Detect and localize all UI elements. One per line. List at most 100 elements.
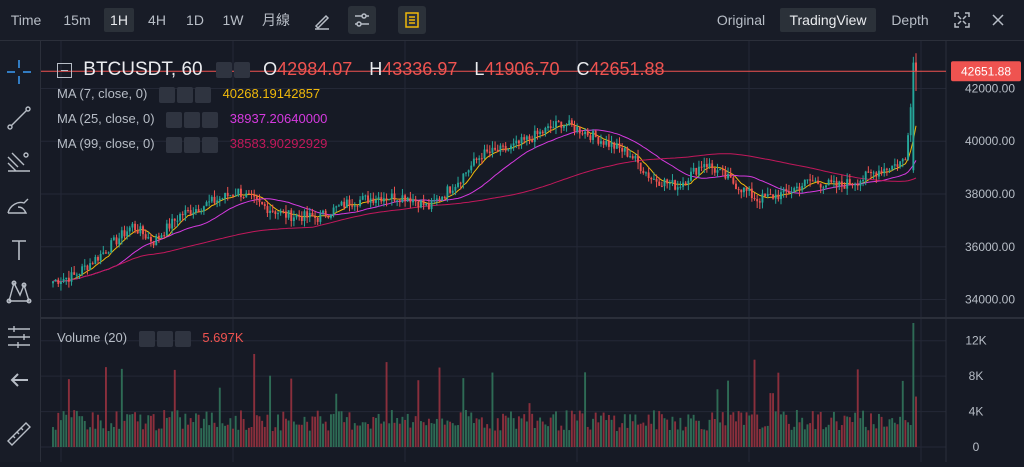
volume-bar	[610, 419, 613, 447]
interval-1w[interactable]: 1W	[222, 12, 244, 28]
interval-time[interactable]: Time	[10, 12, 42, 28]
candle-body	[671, 180, 674, 184]
eye-icon[interactable]	[158, 86, 175, 103]
volume-bar	[274, 427, 277, 447]
volume-bar	[398, 423, 401, 447]
eye-icon[interactable]	[166, 111, 183, 128]
candle-body	[194, 209, 197, 213]
candle-body	[99, 254, 102, 261]
candle-body	[361, 196, 364, 200]
volume-bar	[316, 410, 319, 447]
volume-bar	[269, 375, 272, 447]
volume-bar	[732, 412, 735, 447]
volume-bar	[128, 414, 131, 447]
candle-body	[801, 185, 804, 191]
candle-body	[258, 198, 261, 202]
volume-bar	[716, 389, 719, 447]
volume-bar	[504, 415, 507, 447]
volume-bar	[687, 414, 690, 447]
order-list-icon[interactable]	[398, 6, 426, 34]
gear-icon[interactable]	[233, 61, 250, 78]
volume-bar	[520, 418, 523, 447]
chart-area[interactable]: 42000.00 40000.00 38000.00 36000.00 34000.00…	[41, 41, 1024, 462]
volume-bar	[909, 425, 912, 447]
volume-bar	[615, 431, 618, 447]
candle-body	[406, 197, 409, 202]
view-depth[interactable]: Depth	[891, 12, 929, 28]
remove-icon[interactable]	[194, 86, 211, 103]
candle-body	[89, 263, 92, 270]
candle-body	[250, 193, 253, 195]
high-label: H	[369, 59, 383, 80]
volume-bar	[700, 429, 703, 447]
candle-body	[75, 274, 78, 276]
volume-bar	[666, 419, 669, 447]
volume-bar	[517, 416, 520, 447]
candle-body	[147, 237, 150, 239]
candle-body	[356, 205, 359, 207]
interval-4h[interactable]: 4H	[148, 12, 166, 28]
volume-bar	[552, 414, 555, 447]
ma99-line	[52, 153, 917, 283]
gear-icon[interactable]	[184, 111, 201, 128]
back-arrow-icon[interactable]	[4, 365, 34, 395]
volume-bar	[600, 415, 602, 447]
candle-body	[814, 180, 817, 182]
candle-body	[875, 172, 878, 177]
pattern-tool-icon[interactable]	[4, 277, 34, 307]
candle-body	[298, 215, 301, 217]
prediction-tool-icon[interactable]	[4, 321, 34, 351]
draw-style-icon[interactable]	[308, 6, 336, 34]
candlestick-chart[interactable]: 42000.00 40000.00 38000.00 36000.00 34000.00…	[41, 41, 1024, 462]
candle-body	[330, 214, 332, 218]
volume-bar	[330, 414, 332, 447]
volume-bar	[769, 393, 772, 447]
volume-bar	[435, 418, 438, 447]
trend-line-icon[interactable]	[4, 103, 34, 133]
gear-icon[interactable]	[176, 86, 193, 103]
ruler-icon[interactable]	[4, 419, 34, 449]
candle-body	[247, 193, 250, 195]
volume-bar	[300, 424, 303, 447]
crosshair-icon[interactable]	[4, 57, 34, 87]
fib-retracement-icon[interactable]	[4, 147, 34, 177]
remove-icon[interactable]	[202, 111, 219, 128]
eye-icon[interactable]	[166, 136, 183, 153]
eye-icon[interactable]	[215, 61, 232, 78]
candle-body	[441, 196, 444, 201]
brush-icon[interactable]	[4, 191, 34, 221]
gear-icon[interactable]	[184, 136, 201, 153]
candle-body	[663, 179, 666, 187]
close-icon[interactable]	[984, 6, 1012, 34]
text-tool-icon[interactable]	[4, 235, 34, 265]
candle-body	[592, 130, 594, 140]
interval-1h[interactable]: 1H	[104, 8, 134, 32]
ma99-label: MA (99, close, 0)	[57, 136, 155, 151]
remove-icon[interactable]	[174, 330, 191, 347]
candle-body	[745, 187, 748, 191]
candle-body	[454, 186, 457, 191]
gear-icon[interactable]	[156, 330, 173, 347]
volume-bar	[136, 421, 139, 447]
view-tradingview[interactable]: TradingView	[780, 8, 876, 32]
fullscreen-icon[interactable]	[948, 6, 976, 34]
interval-15m[interactable]: 15m	[63, 12, 91, 28]
candle-body	[210, 196, 213, 202]
candle-body	[658, 181, 661, 186]
volume-bar	[825, 427, 827, 447]
volume-bar	[660, 414, 663, 447]
interval-1d[interactable]: 1D	[186, 12, 204, 28]
volume-bar	[668, 429, 671, 447]
settings-sliders-icon[interactable]	[348, 6, 376, 34]
interval-monthly[interactable]: 月線	[262, 12, 290, 28]
view-original[interactable]: Original	[716, 12, 766, 28]
candle-body	[724, 170, 727, 179]
collapse-icon[interactable]	[57, 62, 72, 78]
eye-icon[interactable]	[138, 330, 155, 347]
candle-body	[570, 120, 573, 125]
volume-bar	[811, 411, 814, 447]
volume-bar	[597, 422, 600, 447]
remove-icon[interactable]	[202, 136, 219, 153]
volume-bar	[893, 422, 896, 447]
volume-bar	[385, 362, 388, 447]
